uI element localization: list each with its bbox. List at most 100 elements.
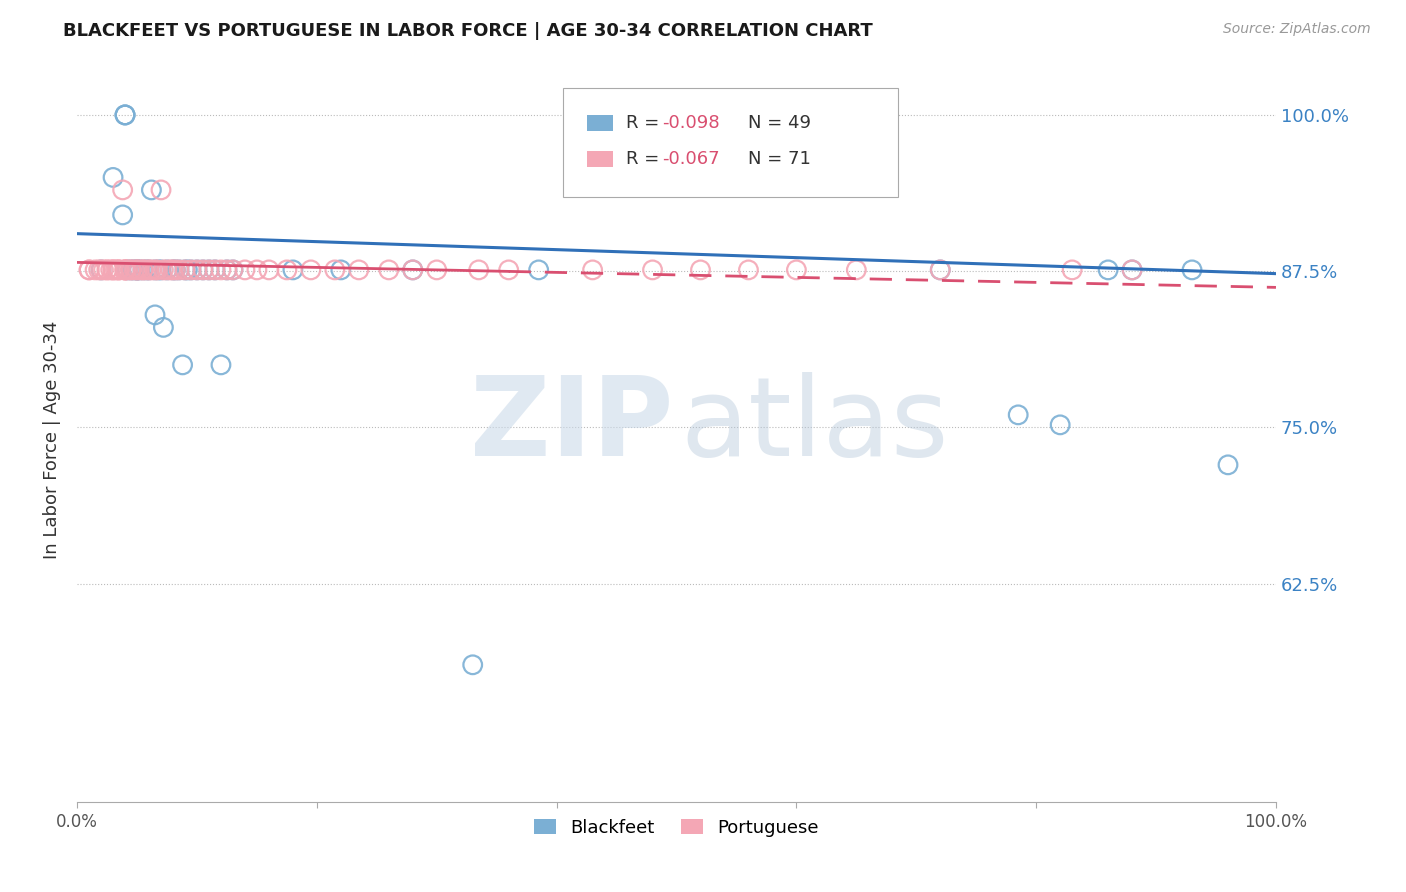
Point (929, 263, 952, 277)
Point (90, 263, 112, 277)
Point (84, 263, 107, 277)
Legend: Blackfeet, Portuguese: Blackfeet, Portuguese (527, 812, 827, 844)
Text: BLACKFEET VS PORTUGUESE IN LABOR FORCE | AGE 30-34 CORRELATION CHART: BLACKFEET VS PORTUGUESE IN LABOR FORCE |… (63, 22, 873, 40)
Text: -0.067: -0.067 (662, 151, 720, 169)
Text: R =: R = (626, 151, 665, 169)
Point (167, 263, 190, 277)
Point (785, 263, 807, 277)
Point (198, 263, 221, 277)
Point (176, 263, 198, 277)
Point (461, 657, 484, 672)
Point (527, 263, 550, 277)
Text: N = 49: N = 49 (748, 114, 811, 132)
Point (165, 263, 187, 277)
Point (162, 263, 184, 277)
Point (222, 263, 245, 277)
Point (347, 263, 370, 277)
Point (120, 263, 142, 277)
Point (186, 263, 208, 277)
Point (159, 263, 181, 277)
Point (1216, 458, 1239, 472)
Point (150, 263, 173, 277)
Point (100, 263, 122, 277)
Point (108, 263, 131, 277)
Point (143, 308, 166, 322)
Point (1097, 263, 1119, 277)
Point (1062, 263, 1084, 277)
Point (152, 320, 174, 334)
Point (120, 263, 142, 277)
Point (114, 263, 136, 277)
Point (215, 263, 238, 277)
Point (146, 263, 169, 277)
Point (845, 263, 868, 277)
Point (165, 263, 187, 277)
Point (498, 263, 520, 277)
Point (124, 263, 146, 277)
Point (128, 263, 150, 277)
Point (641, 263, 664, 277)
Point (233, 263, 256, 277)
Point (135, 263, 157, 277)
Point (101, 263, 124, 277)
Point (138, 263, 160, 277)
Point (1121, 263, 1143, 277)
FancyBboxPatch shape (586, 152, 613, 168)
Point (104, 263, 127, 277)
Point (117, 263, 139, 277)
Point (1049, 417, 1071, 432)
Point (87, 263, 110, 277)
Point (299, 263, 322, 277)
Point (1121, 263, 1143, 277)
Point (276, 263, 298, 277)
Point (198, 263, 221, 277)
Point (77, 263, 100, 277)
Point (150, 183, 173, 197)
Point (222, 263, 245, 277)
Point (209, 263, 232, 277)
Point (156, 263, 179, 277)
Point (114, 108, 136, 122)
Point (143, 263, 166, 277)
FancyBboxPatch shape (562, 88, 898, 197)
Text: ZIP: ZIP (470, 372, 673, 479)
Point (101, 263, 124, 277)
Point (108, 263, 131, 277)
Point (929, 263, 952, 277)
Point (246, 263, 269, 277)
Point (132, 263, 155, 277)
Point (141, 183, 163, 197)
Point (180, 263, 202, 277)
Point (125, 263, 148, 277)
Point (402, 263, 425, 277)
Point (111, 183, 134, 197)
Point (138, 263, 160, 277)
Point (125, 263, 148, 277)
Point (152, 263, 174, 277)
Point (467, 263, 489, 277)
Point (114, 108, 136, 122)
Point (172, 358, 194, 372)
Point (180, 263, 202, 277)
Point (1007, 408, 1029, 422)
Point (114, 263, 136, 277)
Point (174, 263, 197, 277)
Point (204, 263, 226, 277)
FancyBboxPatch shape (586, 115, 613, 131)
Point (117, 263, 139, 277)
Text: Source: ZipAtlas.com: Source: ZipAtlas.com (1223, 22, 1371, 37)
Text: R =: R = (626, 114, 665, 132)
Point (204, 263, 226, 277)
Point (125, 263, 148, 277)
Point (186, 263, 208, 277)
Point (209, 358, 232, 372)
Point (96, 263, 118, 277)
Point (148, 263, 170, 277)
Text: -0.098: -0.098 (662, 114, 720, 132)
Point (191, 263, 214, 277)
Point (114, 263, 136, 277)
Y-axis label: In Labor Force | Age 30-34: In Labor Force | Age 30-34 (44, 320, 60, 559)
Text: atlas: atlas (681, 372, 949, 479)
Point (107, 263, 129, 277)
Point (426, 263, 449, 277)
